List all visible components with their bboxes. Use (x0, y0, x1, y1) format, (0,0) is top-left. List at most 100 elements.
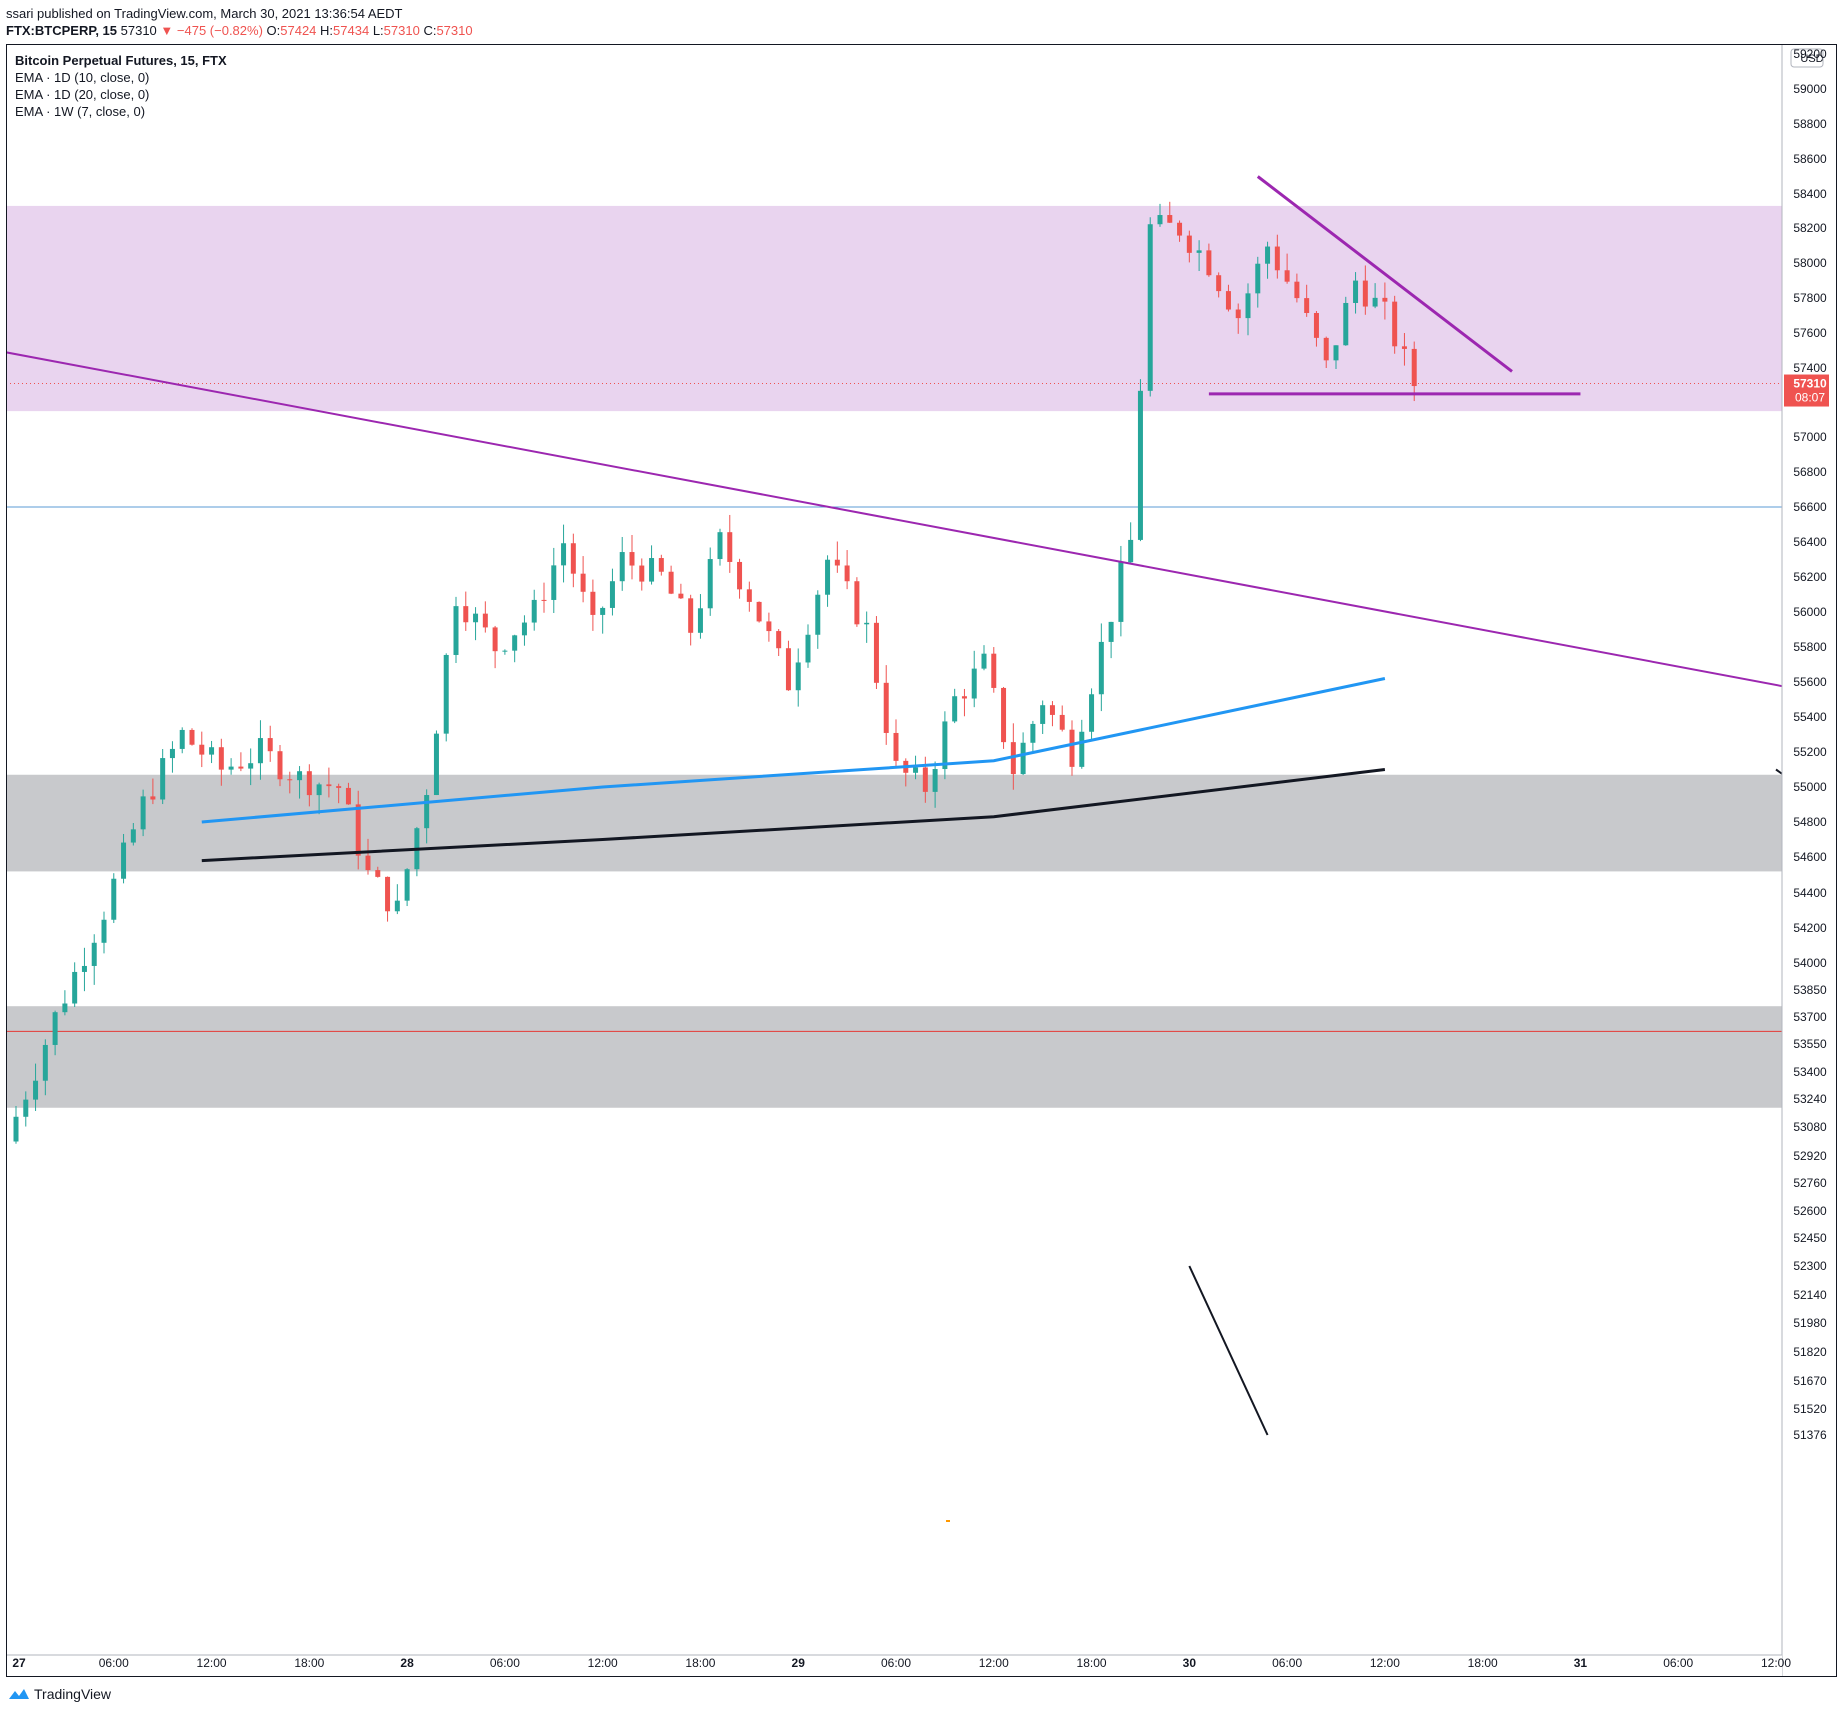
candle (62, 990, 68, 1016)
candle (991, 647, 997, 693)
candle-body (707, 559, 713, 609)
price-axis-tick: 54800 (1793, 815, 1827, 829)
candle (551, 547, 557, 614)
time-axis-tick: 12:00 (1370, 1656, 1400, 1670)
candle (1294, 273, 1300, 303)
candle-body (424, 795, 430, 829)
candle (473, 607, 479, 641)
price-axis-tick: 56200 (1793, 570, 1827, 584)
candle (169, 741, 175, 773)
candle-body (1225, 291, 1231, 310)
candle (326, 767, 332, 798)
candle-body (1235, 309, 1241, 319)
candle-body (33, 1080, 39, 1100)
candle (844, 550, 850, 590)
candle-body (453, 606, 459, 655)
candle (277, 744, 283, 787)
candle (707, 547, 713, 616)
candle-body (287, 779, 293, 781)
price-axis-tick: 55600 (1793, 675, 1827, 689)
price-axis-tick: 51520 (1793, 1402, 1827, 1416)
candle-body (766, 621, 772, 632)
candle (199, 731, 205, 768)
candle (981, 645, 987, 671)
price-axis-tick: 57400 (1793, 361, 1827, 375)
tradingview-footer[interactable]: TradingView (8, 1686, 111, 1702)
candle-body (42, 1044, 48, 1081)
price-axis-tick: 51820 (1793, 1345, 1827, 1359)
candle-body (62, 1003, 68, 1013)
candle-body (688, 598, 694, 633)
candle-body (394, 900, 400, 912)
candle (1265, 241, 1271, 279)
candle-body (991, 653, 997, 688)
candle (1333, 345, 1339, 370)
open-label: O: (266, 23, 281, 38)
candle-body (658, 558, 664, 572)
candle-body (1059, 714, 1065, 730)
candle (336, 783, 342, 804)
candle (13, 1105, 19, 1144)
candle (257, 720, 263, 780)
candle-body (199, 744, 205, 755)
candle (150, 778, 156, 805)
price-axis-tick: 58400 (1793, 187, 1827, 201)
legend-study-ema-1d-10[interactable]: EMA · 1D (10, close, 0) (15, 70, 150, 85)
candle-body (864, 622, 870, 625)
candle (1343, 296, 1349, 346)
candle (766, 612, 772, 642)
candle-body (336, 786, 342, 788)
candle (52, 1010, 58, 1056)
time-axis-tick: 06:00 (1663, 1656, 1693, 1670)
candle (1382, 282, 1388, 320)
candle (541, 582, 547, 613)
candle-body (1186, 235, 1192, 253)
price-axis-tick: 54200 (1793, 921, 1827, 935)
candle-body (345, 787, 351, 805)
candle (287, 771, 293, 794)
candle-body (72, 971, 78, 1004)
candle (1255, 256, 1261, 308)
candle (629, 535, 635, 580)
price-axis-tick: 52300 (1793, 1259, 1827, 1273)
price-axis-tick: 53240 (1793, 1092, 1827, 1106)
candle (209, 740, 215, 764)
candle (1177, 220, 1183, 242)
candle-body (981, 653, 987, 669)
candle (1372, 283, 1378, 309)
chart-frame[interactable]: USD 59200 59000 58800 58600 58400 58200 58000 57… (0, 44, 1843, 1677)
candle (805, 624, 811, 668)
candle (1030, 720, 1036, 753)
price-axis-background (1782, 44, 1837, 1677)
candle (776, 629, 782, 657)
pointer-line-bottom (1188, 1265, 1269, 1436)
candle (345, 782, 351, 805)
candle-body (1304, 298, 1310, 314)
candle (590, 579, 596, 631)
legend-study-ema-1w-7[interactable]: EMA · 1W (7, close, 0) (15, 104, 146, 119)
time-axis-tick: 31 (1574, 1656, 1588, 1670)
candle (1353, 272, 1359, 314)
candle-body (267, 738, 273, 752)
candle (561, 524, 567, 583)
candle (1284, 253, 1290, 284)
candle (609, 568, 615, 616)
legend-study-ema-1d-20[interactable]: EMA · 1D (20, close, 0) (15, 87, 150, 102)
candle (883, 665, 889, 745)
time-axis-background (6, 1655, 1782, 1677)
price-axis-tick: 57000 (1793, 430, 1827, 444)
tradingview-logo-icon (9, 1689, 29, 1699)
candle (404, 868, 410, 907)
chart-border (6, 44, 1837, 1677)
last-price-tag (1784, 374, 1829, 407)
candle-body (932, 769, 938, 792)
open-value: 57424 (280, 23, 317, 38)
price-axis-tick: 53080 (1793, 1120, 1827, 1134)
candle (1167, 201, 1173, 224)
triangle-upper-line (1256, 175, 1513, 373)
candle (942, 711, 948, 780)
price-axis-tick: 57600 (1793, 326, 1827, 340)
candle (1362, 265, 1368, 315)
price-axis-tick: 55200 (1793, 745, 1827, 759)
